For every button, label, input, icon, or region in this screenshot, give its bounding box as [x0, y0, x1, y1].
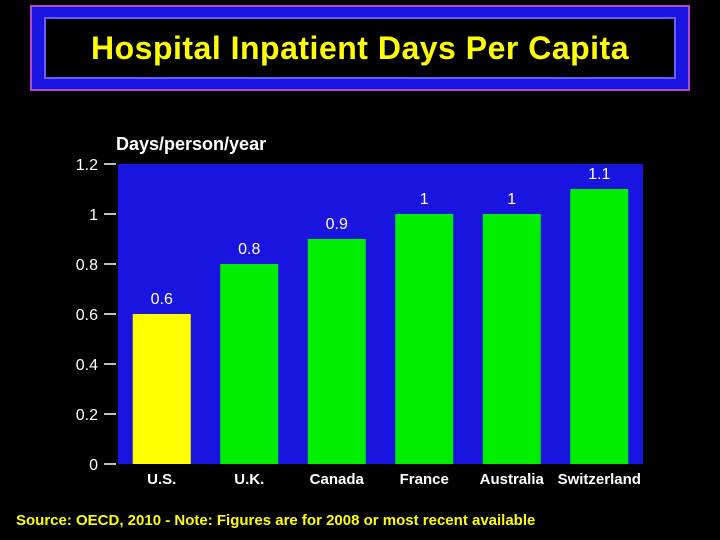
- y-tick-label: 0.8: [76, 257, 98, 274]
- y-tick-label: 0.2: [76, 407, 98, 424]
- x-tick-label: Canada: [310, 471, 365, 488]
- data-label: 0.9: [326, 216, 348, 233]
- chart-title: Hospital Inpatient Days Per Capita: [90, 29, 629, 66]
- y-tick-label: 0.4: [76, 357, 98, 374]
- bar-u-k: [220, 264, 279, 464]
- x-axis: U.S. U.K. Canada France Australia Switzerland: [147, 471, 641, 488]
- data-label: 0.8: [238, 241, 260, 258]
- bars: 0.6 0.8 0.9 1 1 1.1: [132, 166, 629, 464]
- y-axis: 0 0.2 0.4 0.6 0.8 1 1.2: [76, 157, 116, 474]
- x-tick-label: Switzerland: [558, 471, 641, 488]
- title-banner: Hospital Inpatient Days Per Capita: [30, 5, 690, 91]
- y-tick-label: 0.6: [76, 307, 98, 324]
- y-axis-label: Days/person/year: [116, 134, 266, 154]
- bar-canada: [307, 239, 366, 464]
- y-tick-label: 0: [89, 457, 98, 474]
- data-label: 1: [507, 191, 516, 208]
- title-banner-inner: Hospital Inpatient Days Per Capita: [44, 17, 676, 79]
- data-label: 1.1: [588, 166, 610, 183]
- bar-u-s: [132, 314, 191, 464]
- x-tick-label: France: [400, 471, 449, 488]
- x-tick-label: U.K.: [234, 471, 264, 488]
- data-label: 1: [420, 191, 429, 208]
- data-label: 0.6: [151, 291, 173, 308]
- x-tick-label: U.S.: [147, 471, 176, 488]
- source-note: Source: OECD, 2010 - Note: Figures are f…: [16, 512, 536, 529]
- plot-area: [118, 164, 643, 464]
- bar-australia: [482, 214, 541, 464]
- bar-france: [395, 214, 454, 464]
- bar-switzerland: [570, 189, 629, 464]
- y-tick-label: 1: [89, 207, 98, 224]
- x-tick-label: Australia: [480, 471, 545, 488]
- y-tick-label: 1.2: [76, 157, 98, 174]
